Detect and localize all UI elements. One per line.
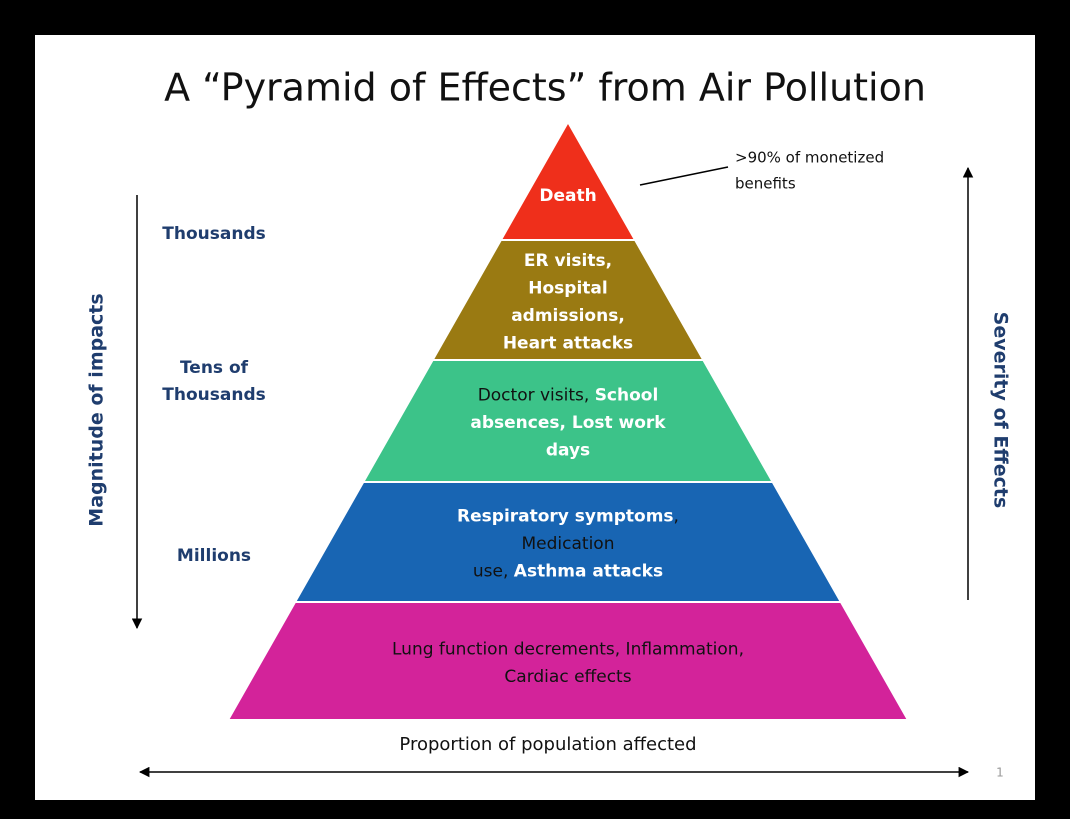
pyramid-level [226,601,910,721]
annotation: benefits [735,175,796,193]
level-text-segment: Doctor visits, [478,386,595,406]
level-text: use, Asthma attacks [473,562,663,582]
level-text-segment: days [546,441,590,461]
level-text: Death [539,186,596,206]
level-text-segment: , [674,507,679,527]
annotation-line [639,166,729,186]
left-axis-label: Magnitude of impacts [86,293,108,526]
level-text-segment: use, [473,562,514,582]
level-text-segment: Asthma attacks [514,562,663,582]
level-text-segment: Hospital [528,278,607,298]
right-axis-label: Severity of Effects [990,312,1012,509]
level-text: Medication [522,534,615,554]
level-text: Doctor visits, School [478,386,659,406]
level-text-segment: Death [539,186,596,206]
level-text-segment: Medication [522,534,615,554]
level-text: Respiratory symptoms, [457,507,679,527]
level-text-segment: Heart attacks [503,333,633,353]
level-text-segment: Lung function decrements, Inflammation, [392,639,744,659]
level-text-segment: absences, Lost work [470,413,666,433]
magnitude-label: Thousands [162,224,265,244]
title: A “Pyramid of Effects” from Air Pollutio… [164,66,926,110]
level-text: Hospital [528,278,607,298]
level-text: admissions, [511,306,625,326]
magnitude-label: Millions [177,546,251,566]
level-text: days [546,441,590,461]
bottom-axis-label: Proportion of population affected [399,734,696,755]
level-text: ER visits, [524,251,612,271]
level-text-segment: School [595,386,659,406]
level-text: absences, Lost work [470,413,666,433]
level-text-segment: ER visits, [524,251,612,271]
level-text: Heart attacks [503,333,633,353]
level-text-segment: Respiratory symptoms [457,507,674,527]
magnitude-label: Thousands [162,385,265,405]
level-text: Cardiac effects [504,667,631,687]
level-text-segment: Cardiac effects [504,667,631,687]
annotation: >90% of monetized [735,149,884,167]
level-text-segment: admissions, [511,306,625,326]
level-text: Lung function decrements, Inflammation, [392,639,744,659]
page-number: 1 [996,766,1004,780]
magnitude-label: Tens of [180,358,249,378]
